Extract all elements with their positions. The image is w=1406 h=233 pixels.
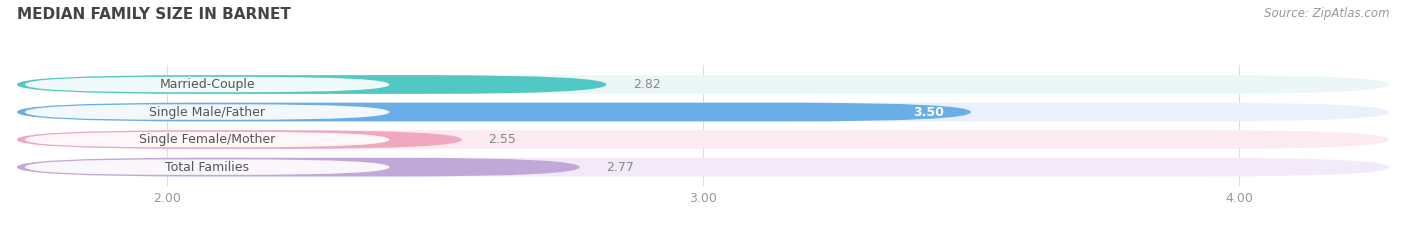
Text: 2.77: 2.77 bbox=[606, 161, 634, 174]
FancyBboxPatch shape bbox=[25, 77, 389, 92]
Text: Source: ZipAtlas.com: Source: ZipAtlas.com bbox=[1264, 7, 1389, 20]
FancyBboxPatch shape bbox=[17, 75, 1389, 94]
FancyBboxPatch shape bbox=[17, 158, 579, 176]
Text: 3.50: 3.50 bbox=[914, 106, 945, 119]
FancyBboxPatch shape bbox=[17, 103, 1389, 121]
FancyBboxPatch shape bbox=[25, 159, 389, 175]
Text: Married-Couple: Married-Couple bbox=[159, 78, 254, 91]
Text: MEDIAN FAMILY SIZE IN BARNET: MEDIAN FAMILY SIZE IN BARNET bbox=[17, 7, 291, 22]
Text: Single Female/Mother: Single Female/Mother bbox=[139, 133, 276, 146]
FancyBboxPatch shape bbox=[25, 132, 389, 147]
FancyBboxPatch shape bbox=[17, 75, 606, 94]
FancyBboxPatch shape bbox=[17, 158, 1389, 176]
Text: 2.82: 2.82 bbox=[633, 78, 661, 91]
FancyBboxPatch shape bbox=[17, 130, 1389, 149]
FancyBboxPatch shape bbox=[17, 130, 461, 149]
FancyBboxPatch shape bbox=[17, 103, 972, 121]
Text: Single Male/Father: Single Male/Father bbox=[149, 106, 266, 119]
Text: 2.55: 2.55 bbox=[488, 133, 516, 146]
FancyBboxPatch shape bbox=[25, 104, 389, 120]
Text: Total Families: Total Families bbox=[165, 161, 249, 174]
